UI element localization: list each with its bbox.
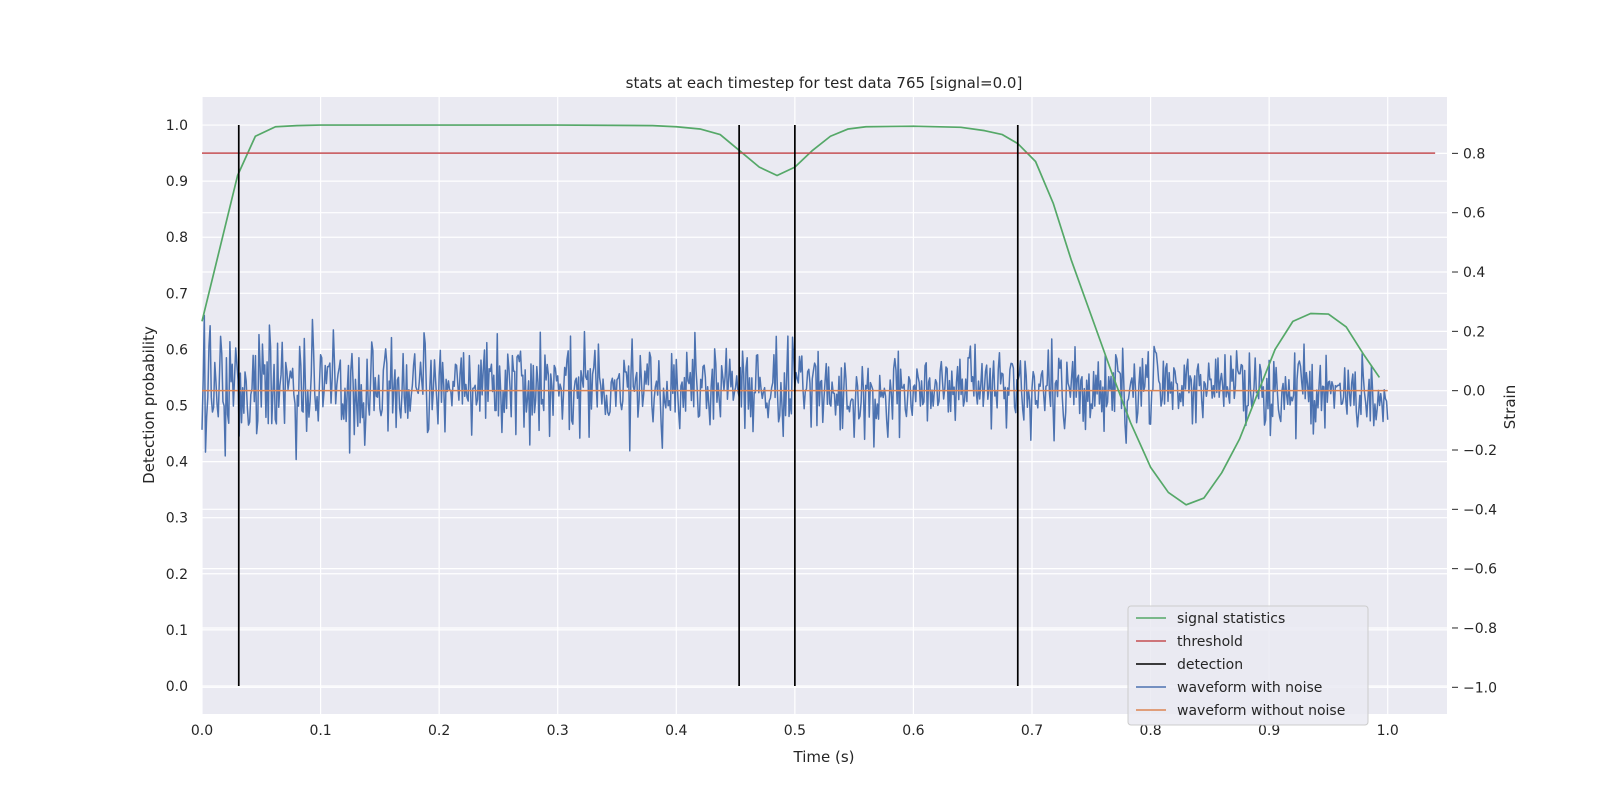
y-tick-label: 0.2: [166, 567, 188, 583]
series-layer: [201, 124, 1436, 686]
y-tick-label: 0.7: [166, 286, 188, 302]
x-tick-label: 0.0: [191, 723, 213, 739]
y2-tick-label: 0.2: [1463, 324, 1485, 340]
y-tick-label: 0.4: [166, 455, 188, 471]
legend-label-signal: signal statistics: [1177, 611, 1285, 627]
legend-box: [1127, 605, 1369, 726]
y2-tick-label: −0.6: [1463, 562, 1497, 578]
y2-tick-label: 0.0: [1463, 384, 1485, 400]
x-tick-label: 0.4: [665, 723, 687, 739]
x-tick-label: 0.9: [1258, 723, 1280, 739]
y2-tick-label: 0.4: [1463, 265, 1485, 281]
x-tick-label: 0.6: [902, 723, 924, 739]
series-signal-statistics: [201, 124, 1381, 506]
chart-title: stats at each timestep for test data 765…: [626, 74, 1023, 92]
y-tick-label: 0.0: [166, 679, 188, 695]
x-tick-label: 0.3: [547, 723, 569, 739]
x-tick-label: 0.5: [784, 723, 806, 739]
x-tick-label: 1.0: [1377, 723, 1399, 739]
x-tick-label: 0.2: [428, 723, 450, 739]
y2-tick-label: −0.4: [1463, 502, 1497, 518]
legend: signal statistics threshold detection wa…: [1127, 605, 1369, 726]
legend-label-threshold: threshold: [1177, 634, 1243, 650]
y2-tick-label: −0.2: [1463, 443, 1497, 459]
legend-label-detection: detection: [1177, 657, 1243, 673]
x-axis-label: Time (s): [793, 748, 855, 766]
y-axis-label: Detection probability: [140, 326, 158, 484]
x-ticks: 0.0 0.1 0.2 0.3 0.4 0.5 0.6 0.7 0.8 0.9 1.0: [191, 723, 1399, 739]
y-ticks: 0.0 0.1 0.2 0.3 0.4 0.5 0.6 0.7 0.8 0.9 1.0: [166, 118, 188, 695]
y2-axis-label: Strain: [1501, 385, 1519, 429]
y-tick-label: 0.9: [166, 174, 188, 190]
y2-tick-label: 0.8: [1463, 146, 1485, 162]
y-tick-label: 0.5: [166, 399, 188, 415]
y2-tick-label: −0.8: [1463, 621, 1497, 637]
y-tick-label: 0.6: [166, 342, 188, 358]
legend-label-clean: waveform without noise: [1177, 703, 1345, 719]
y-tick-label: 0.1: [166, 623, 188, 639]
y-tick-label: 0.8: [166, 230, 188, 246]
x-tick-label: 0.1: [309, 723, 331, 739]
y2-tick-label: −1.0: [1463, 680, 1497, 696]
x-tick-label: 0.7: [1021, 723, 1043, 739]
y2-tick-label: 0.6: [1463, 206, 1485, 222]
x-tick-label: 0.8: [1139, 723, 1161, 739]
y-tick-label: 0.3: [166, 511, 188, 527]
y-tick-label: 1.0: [166, 118, 188, 134]
legend-label-noisy: waveform with noise: [1177, 680, 1322, 696]
y2-ticks: −1.0 −0.8 −0.6 −0.4 −0.2 0.0 0.2 0.4 0.6 0.8: [1452, 146, 1497, 696]
